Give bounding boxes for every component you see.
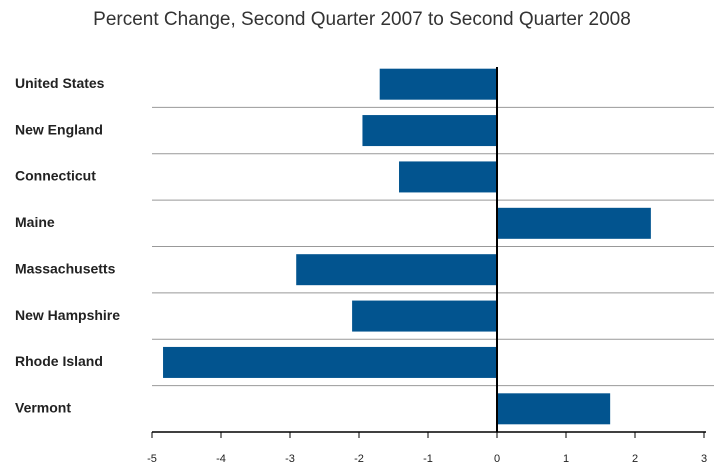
- category-label: Rhode Island: [15, 353, 103, 369]
- bar: [163, 346, 498, 378]
- x-tick-label: 2: [632, 453, 638, 465]
- category-label: Vermont: [15, 400, 71, 416]
- category-label: United States: [15, 75, 105, 91]
- x-tick-label: -4: [216, 453, 226, 465]
- category-label: Maine: [15, 214, 55, 230]
- bar: [362, 115, 497, 147]
- bar: [379, 68, 497, 100]
- bar: [352, 300, 497, 332]
- x-tick-label: -1: [423, 453, 433, 465]
- bar: [399, 161, 497, 193]
- bar: [497, 207, 651, 239]
- x-tick-label: -2: [354, 453, 364, 465]
- category-label: New Hampshire: [15, 307, 120, 323]
- x-tick-label: 0: [494, 453, 500, 465]
- x-tick-label: -5: [147, 453, 157, 465]
- x-tick-label: 1: [563, 453, 569, 465]
- category-label: Connecticut: [15, 168, 96, 184]
- x-tick-label: -3: [285, 453, 295, 465]
- category-label: Massachusetts: [15, 260, 116, 276]
- bar: [296, 254, 497, 286]
- bar: [497, 393, 611, 425]
- category-label: New England: [15, 121, 103, 137]
- x-tick-label: 3: [701, 453, 707, 465]
- chart-title: Percent Change, Second Quarter 2007 to S…: [93, 9, 631, 30]
